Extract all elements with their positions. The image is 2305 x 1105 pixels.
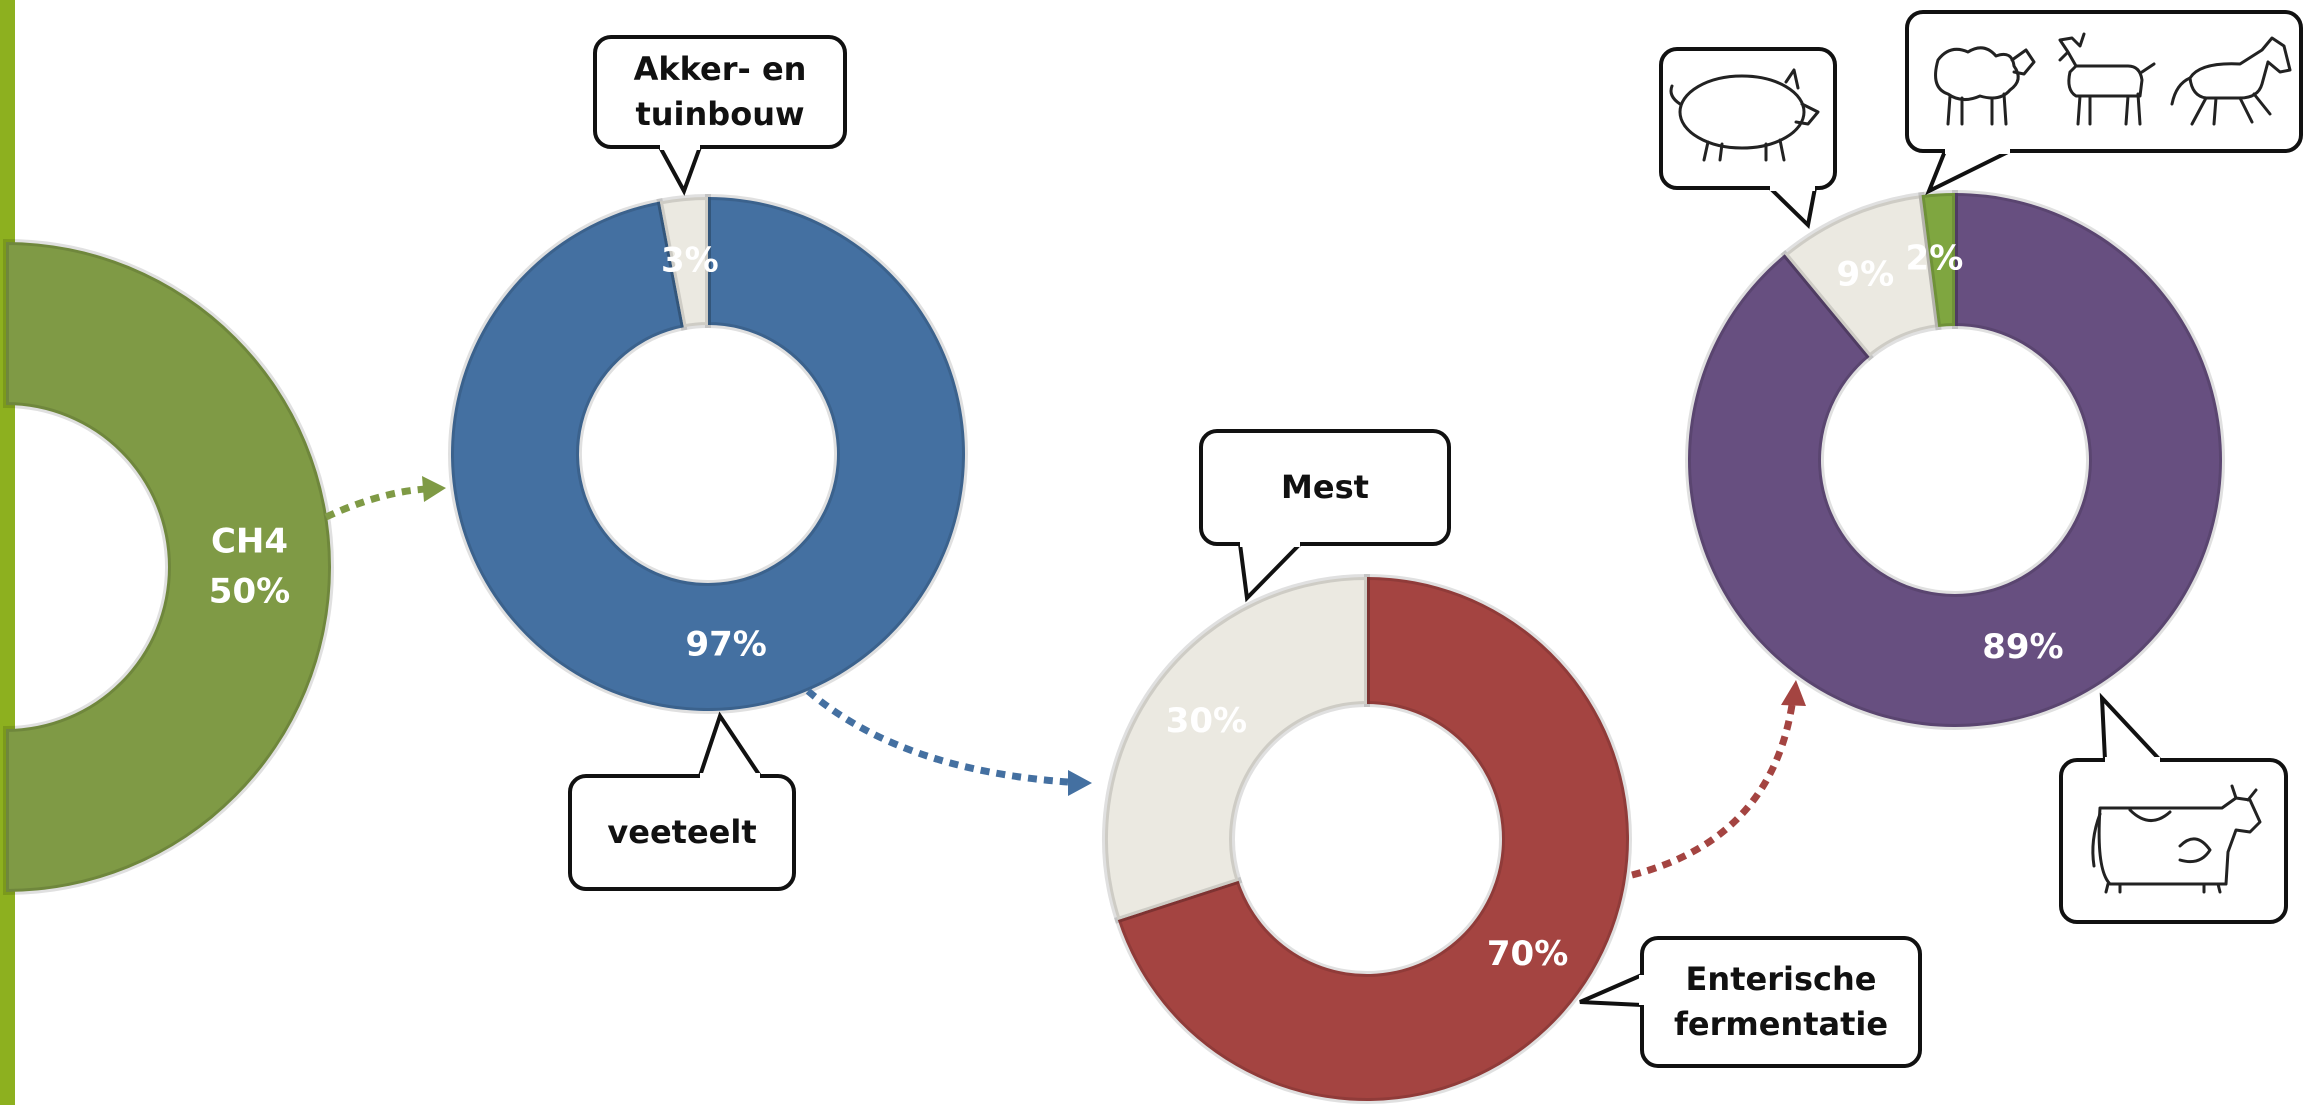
donut-segment (2, 238, 334, 896)
donuts: CH4 50% 97% 3% 70% 30% 89% 9% 2% (2, 189, 2225, 1104)
donut-segment (656, 193, 711, 331)
arrowhead (422, 476, 446, 502)
callout-text-box: Mest (1281, 468, 1369, 507)
callout-text-box: Akker- en tuinbouw (633, 50, 807, 133)
arrowhead (1781, 680, 1806, 706)
callout-text-box: veeteelt (607, 813, 757, 852)
value-label: 50% (209, 572, 290, 612)
pig-icon (1669, 68, 1820, 162)
value-label: 89% (1982, 627, 2063, 667)
arrow (805, 688, 1069, 786)
callout-label: Mest (1281, 468, 1369, 507)
value-label: 9% (1837, 254, 1895, 294)
callout-box (1905, 10, 2303, 153)
callout-label: Enterische fermentatie (1673, 960, 1889, 1043)
callout-pointer (1238, 542, 1302, 603)
horse-icon (2170, 36, 2292, 126)
callout-pointer (1579, 973, 1643, 1007)
callout-pointer (2099, 692, 2162, 762)
donut-segment (1114, 573, 1632, 1104)
donut-segment (1685, 189, 2225, 730)
value-label: 2% (1906, 238, 1964, 278)
callout-box (1659, 47, 1837, 190)
callout-pointer (1768, 186, 1817, 230)
segment-label: CH4 (211, 522, 288, 562)
value-label: 97% (685, 625, 766, 665)
goat-icon (2058, 32, 2156, 126)
callout-pointer (658, 146, 702, 196)
callout-text-box: Enterische fermentatie (1673, 960, 1889, 1043)
callout-pointer (1925, 149, 2011, 196)
arrow (1631, 704, 1796, 879)
side-bar (0, 0, 15, 1105)
callout-box (2059, 758, 2288, 924)
donut-segment (1780, 191, 1942, 361)
callout-label: Akker- en tuinbouw (633, 50, 807, 133)
donut-segment (448, 193, 968, 714)
arrowhead (1068, 770, 1092, 796)
callout-pointer (698, 711, 762, 778)
donut-segment (1102, 573, 1370, 924)
callout-box (568, 774, 796, 891)
callout-box (593, 35, 847, 149)
sheep-icon (1934, 46, 2036, 126)
value-label: 3% (661, 240, 719, 280)
value-label: 30% (1166, 701, 1247, 741)
callout-box (1199, 429, 1451, 546)
cow-icon (2091, 784, 2262, 894)
donut-segment (1918, 189, 1958, 331)
callout-label: veeteelt (607, 813, 757, 852)
icons (1669, 32, 2292, 894)
value-label: 70% (1487, 934, 1568, 974)
arrow (324, 485, 427, 521)
flow-arrows (324, 476, 1806, 879)
